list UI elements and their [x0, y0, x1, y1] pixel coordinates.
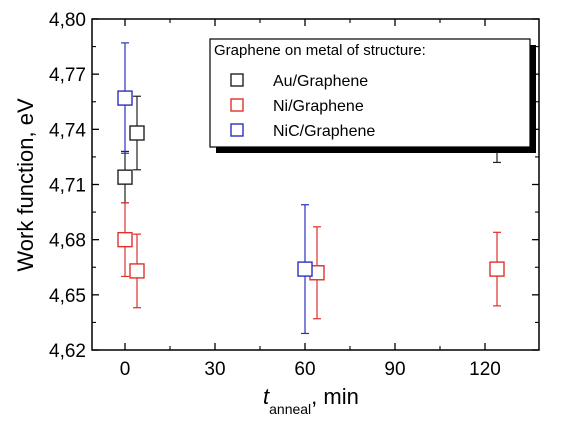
- y-tick-label: 4,80: [49, 10, 86, 31]
- x-tick-label: 90: [384, 359, 405, 380]
- x-axis-title-symbol: t: [263, 384, 270, 409]
- y-tick-label: 4,77: [49, 65, 86, 86]
- legend-box: [209, 38, 531, 148]
- data-point: [129, 125, 145, 141]
- series-nic-graphene: [117, 42, 313, 335]
- data-point: [489, 261, 505, 277]
- legend-label: NiC/Graphene: [273, 123, 375, 140]
- y-tick-label: 4,71: [49, 176, 86, 197]
- legend-marker: [230, 123, 244, 137]
- x-axis-title-suffix: , min: [311, 384, 359, 409]
- x-axis: 0 30 60 90 120: [120, 19, 501, 380]
- y-tick-label: 4,65: [49, 286, 86, 307]
- legend-marker: [230, 98, 244, 112]
- series-ni-graphene: [117, 202, 505, 320]
- legend-label: Ni/Graphene: [273, 98, 364, 115]
- data-point: [117, 90, 133, 106]
- legend: Graphene on metal of structure: Au/Graph…: [209, 38, 536, 153]
- y-tick-label: 4,62: [49, 341, 86, 362]
- x-tick-label: 0: [120, 359, 131, 380]
- legend-marker: [230, 73, 244, 87]
- data-point: [129, 263, 145, 279]
- y-axis: 4,62 4,65 4,68 4,71 4,74 4,77 4,80: [49, 10, 539, 362]
- legend-items: Au/Graphene Ni/Graphene NiC/Graphene: [230, 73, 375, 140]
- data-point: [297, 261, 313, 277]
- y-tick-label: 4,74: [49, 120, 86, 141]
- data-point: [117, 169, 133, 185]
- y-axis-title: Work function, eV: [13, 98, 38, 272]
- x-tick-label: 30: [204, 359, 225, 380]
- legend-label: Au/Graphene: [273, 73, 368, 90]
- y-tick-label: 4,68: [49, 231, 86, 252]
- x-tick-label: 120: [469, 359, 501, 380]
- x-tick-label: 60: [294, 359, 315, 380]
- legend-title: Graphene on metal of structure:: [214, 42, 426, 59]
- x-axis-title-subscript: anneal: [269, 401, 311, 417]
- x-axis-title: tanneal, min: [263, 384, 359, 417]
- data-point: [117, 231, 133, 248]
